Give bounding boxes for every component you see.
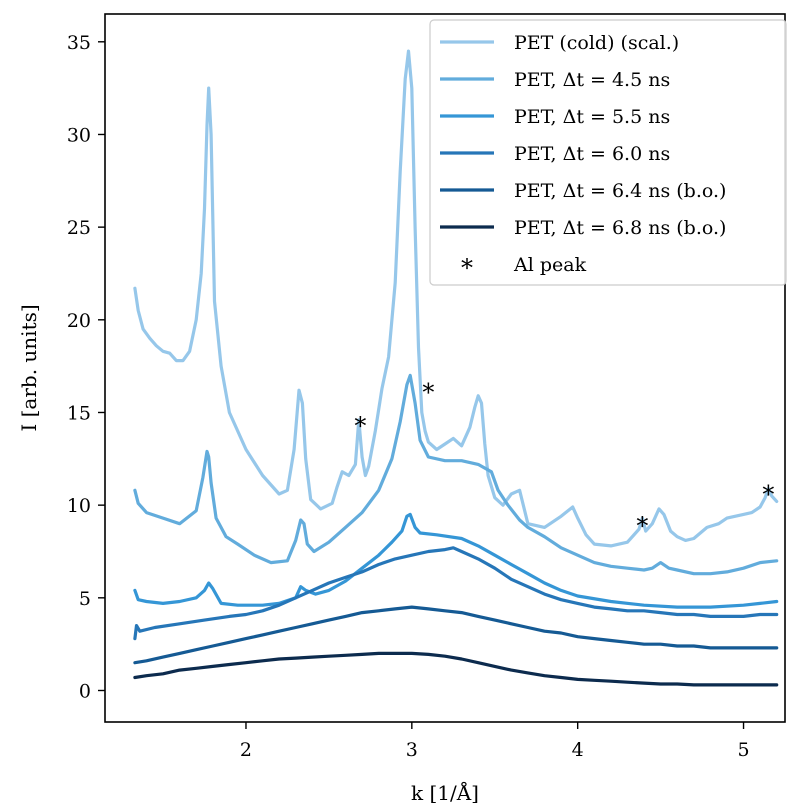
series-line-4 bbox=[133, 605, 779, 665]
legend-al-symbol: * bbox=[461, 254, 473, 282]
series-line-1 bbox=[133, 373, 779, 576]
legend: PET (cold) (scal.) PET, Δt = 4.5 ns PET, Δ… bbox=[429, 19, 787, 286]
y-tick-label: 0 bbox=[79, 680, 91, 702]
legend-frame bbox=[429, 19, 787, 286]
legend-label-1: PET, Δt = 4.5 ns bbox=[514, 69, 670, 91]
al-peak-marker: * bbox=[636, 512, 648, 540]
x-tick-label: 4 bbox=[572, 739, 584, 761]
axes-layer: 2 3 4 5 0 5 10 15 20 25 30 35 k [1/Å] I [arb. units] bbox=[17, 13, 786, 805]
legend-label-2: PET, Δt = 5.5 ns bbox=[514, 106, 670, 128]
y-tick-label: 35 bbox=[67, 32, 91, 54]
legend-label-4: PET, Δt = 6.4 ns (b.o.) bbox=[514, 180, 726, 202]
series-line-2 bbox=[133, 512, 779, 609]
al-peak-marker: * bbox=[422, 379, 434, 407]
x-axis-label: k [1/Å] bbox=[411, 780, 479, 805]
y-axis-label: I [arb. units] bbox=[17, 304, 41, 431]
y-tick-label: 25 bbox=[67, 217, 91, 239]
legend-label-0: PET (cold) (scal.) bbox=[514, 32, 679, 54]
plot-frame bbox=[104, 13, 786, 723]
y-tick-label: 15 bbox=[67, 402, 91, 424]
x-tick-label: 2 bbox=[240, 739, 252, 761]
x-tick-label: 3 bbox=[406, 739, 418, 761]
series-layer bbox=[133, 49, 779, 687]
al-peak-marker: * bbox=[354, 412, 366, 440]
series-line-5 bbox=[133, 651, 779, 687]
annotation-layer: * * * * bbox=[354, 379, 774, 540]
series-line-0 bbox=[133, 49, 779, 548]
y-tick-label: 30 bbox=[67, 124, 91, 146]
legend-label-al-peak: Al peak bbox=[513, 254, 587, 276]
al-peak-marker: * bbox=[762, 480, 774, 508]
y-tick-label: 20 bbox=[67, 310, 91, 332]
y-tick-label: 5 bbox=[79, 588, 91, 610]
legend-label-5: PET, Δt = 6.8 ns (b.o.) bbox=[514, 217, 726, 239]
x-tick-label: 5 bbox=[737, 739, 749, 761]
y-tick-label: 10 bbox=[67, 495, 91, 517]
series-line-3 bbox=[133, 546, 779, 641]
legend-label-3: PET, Δt = 6.0 ns bbox=[514, 143, 670, 165]
